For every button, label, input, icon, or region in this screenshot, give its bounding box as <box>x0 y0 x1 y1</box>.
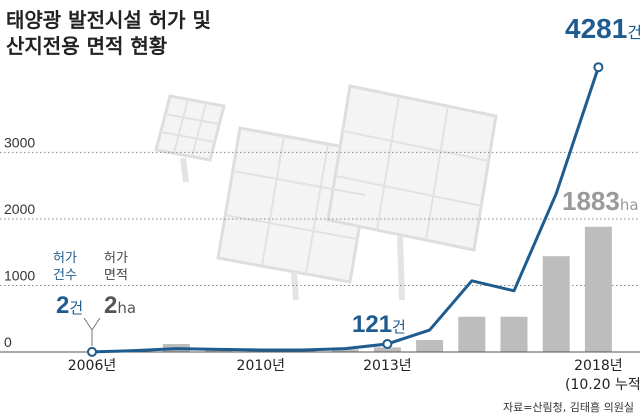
legend-permits-line2: 건수 <box>53 268 77 283</box>
start-annotation: 허가 건수 허가 면적 2건 2ha <box>53 251 136 346</box>
legend-area-line1: 허가 <box>104 251 128 266</box>
y-tick-label: 3000 <box>4 134 35 150</box>
area-bar <box>500 316 528 352</box>
area-end-value: 1883 <box>562 186 620 216</box>
x-tick-label: 2006년 <box>68 358 117 374</box>
area-end-unit: ha <box>620 196 639 214</box>
permits-end-label: 4281건 <box>565 13 640 44</box>
area-start-unit: ha <box>117 299 136 317</box>
y-axis-ticks: 0 1000 2000 3000 <box>4 134 35 350</box>
area-bar <box>542 256 570 352</box>
x-tick-label: 2018년 <box>574 358 623 374</box>
area-end-label: 1883ha <box>562 186 639 216</box>
permits-end-unit: 건 <box>627 23 640 42</box>
permits-end-value: 4281 <box>565 13 627 44</box>
y-tick-label: 1000 <box>4 267 35 283</box>
permits-point <box>593 62 604 73</box>
permits-2013-label: 121건 <box>352 311 406 338</box>
chart-title-line2: 산지전용 면적 현황 <box>6 34 168 58</box>
area-bar <box>373 347 401 352</box>
area-bar <box>331 349 359 352</box>
permits-point <box>87 346 97 357</box>
solar-panel-illustration <box>154 84 498 301</box>
permits-start-value: 2 <box>56 292 69 319</box>
permits-line-path <box>91 66 600 354</box>
permits-2013-unit: 건 <box>392 318 406 336</box>
x-note: (10.20 누적) <box>565 377 640 393</box>
area-bar <box>584 226 612 352</box>
area-bar <box>458 316 486 352</box>
permits-start-label: 2건 <box>56 292 83 319</box>
area-start-value: 2 <box>104 292 117 319</box>
x-tick-label: 2010년 <box>237 358 286 374</box>
permits-line <box>87 62 604 357</box>
area-start-label: 2ha <box>104 292 136 319</box>
permits-point <box>382 338 393 349</box>
y-tick-label: 0 <box>4 334 12 350</box>
source-note: 자료=산림청, 김태흠 의원실 <box>503 400 634 414</box>
permits-2013-value: 121 <box>352 311 392 338</box>
gridlines <box>0 151 640 286</box>
y-tick-label: 2000 <box>4 201 35 217</box>
permits-start-unit: 건 <box>69 299 83 317</box>
x-axis-ticks: 2006년 2010년 2013년 2018년 <box>68 358 623 374</box>
legend-area-line2: 면적 <box>104 268 128 283</box>
legend-permits-line1: 허가 <box>53 251 77 266</box>
area-bar <box>416 340 444 352</box>
chart-title-line1: 태양광 발전시설 허가 및 <box>6 8 211 32</box>
start-pointer <box>83 317 101 331</box>
x-tick-label: 2013년 <box>363 358 412 374</box>
